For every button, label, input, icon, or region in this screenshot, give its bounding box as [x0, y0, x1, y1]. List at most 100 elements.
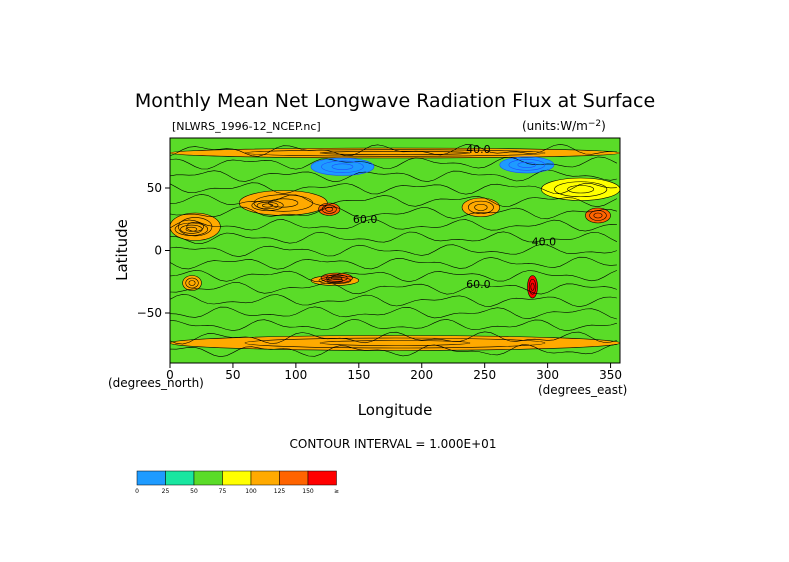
contour-line	[474, 203, 488, 211]
units-base: (units:W/m	[522, 119, 588, 133]
x-tick-label: 0	[166, 368, 174, 382]
x-tick-label: 200	[410, 368, 433, 382]
colorbar-swatch	[279, 470, 309, 486]
contour-line	[182, 275, 202, 291]
contour-region	[499, 156, 554, 173]
contour-line	[170, 206, 617, 220]
plot-area: 40.0 60.0 40.0 60.0	[170, 138, 620, 363]
contour-line	[461, 197, 501, 218]
colorbar-tick-label: 75	[219, 488, 227, 495]
contour-line	[170, 243, 617, 257]
contour-line	[188, 280, 196, 286]
contour-region	[318, 203, 340, 216]
y-tick-label: −50	[137, 306, 162, 320]
contour-line	[321, 160, 364, 173]
contour-region	[541, 178, 620, 201]
contour-line	[567, 185, 595, 194]
colorbar-tick-label: 125	[274, 488, 286, 495]
contour-line	[320, 272, 353, 284]
contour-label: 60.0	[353, 213, 378, 226]
contour-interval: CONTOUR INTERVAL = 1.000E+01	[290, 437, 497, 451]
contour-line	[508, 159, 546, 171]
contour-line	[244, 149, 546, 157]
contour-line	[170, 193, 618, 208]
colorbar-swatch	[193, 470, 223, 486]
contour-line	[499, 156, 555, 174]
contour-line	[170, 306, 617, 320]
colorbar: 0 25 50 75 100 125 150 ≥	[135, 470, 339, 495]
contour-line	[256, 201, 279, 210]
contour-line	[528, 278, 537, 295]
y-axis: 50 0 −50	[137, 181, 170, 320]
y-unit-label: (degrees_north)	[108, 376, 204, 390]
colorbar-swatch	[165, 470, 195, 486]
contour-line	[185, 277, 199, 289]
contour-line	[589, 210, 607, 221]
contour-line	[331, 276, 343, 280]
x-tick-label: 300	[536, 368, 559, 382]
contour-line	[331, 163, 354, 170]
contour-label: 40.0	[466, 143, 491, 156]
colorbar-tick-label: 0	[135, 488, 139, 495]
contour-region	[462, 198, 500, 217]
contour-line	[170, 156, 618, 170]
colorbar-swatch	[307, 470, 337, 486]
x-tick-label: 100	[284, 368, 307, 382]
x-unit-label: (degrees_east)	[538, 383, 627, 397]
contour-line	[244, 337, 546, 349]
colorbar-tick-label: 50	[190, 488, 198, 495]
chart-title: Monthly Mean Net Longwave Radiation Flux…	[135, 90, 655, 112]
x-axis: 0 50 100 150 200 250 300 350	[166, 363, 622, 382]
colorbar-swatch	[250, 470, 280, 486]
contour-line	[185, 226, 198, 232]
contour-line	[318, 202, 341, 216]
colorbar-swatch	[222, 470, 252, 486]
contour-line	[170, 256, 617, 270]
y-tick-label: 0	[154, 244, 162, 258]
units-close: )	[601, 119, 606, 133]
units-sup: −2	[588, 119, 601, 129]
contour-line	[170, 282, 617, 295]
contour-line	[468, 200, 494, 214]
contour-line	[170, 293, 617, 308]
contour-line	[310, 275, 360, 286]
contour-region	[182, 275, 202, 291]
contour-line	[170, 335, 620, 351]
y-tick-label: 50	[147, 181, 162, 195]
x-tick-label: 50	[225, 368, 240, 382]
contour-line	[251, 200, 284, 211]
contour-line	[527, 275, 538, 299]
contour-line	[585, 207, 611, 224]
x-tick-label: 150	[347, 368, 370, 382]
colorbar-tick-label: 100	[245, 488, 257, 495]
contour-line	[319, 151, 471, 155]
contour-line	[310, 157, 375, 176]
units-label: (units:W/m−2)	[522, 119, 606, 133]
contour-label: 40.0	[532, 236, 557, 249]
contour-line	[170, 269, 618, 283]
x-tick-label: 250	[473, 368, 496, 382]
contour-line	[170, 344, 617, 358]
contour-region	[310, 158, 374, 176]
contour-line	[319, 340, 471, 346]
colorbar-swatch	[136, 470, 166, 486]
contour-line	[186, 221, 204, 232]
contour-line	[554, 181, 608, 198]
contour-line	[530, 282, 535, 291]
x-axis-label: Longitude	[358, 401, 433, 419]
contour-line	[268, 198, 299, 208]
contour-line	[170, 182, 617, 195]
contour-region	[239, 190, 328, 216]
colorbar-tick-label: 25	[162, 488, 170, 495]
contour-line	[321, 204, 337, 214]
contour-line	[170, 218, 617, 232]
contour-line	[170, 231, 618, 245]
contour-line	[178, 217, 213, 237]
contour-line	[253, 194, 313, 212]
contour-line-layer	[170, 143, 620, 358]
contour-line	[170, 212, 221, 241]
x-tick-label: 350	[599, 368, 622, 382]
contour-line	[593, 212, 603, 219]
contour-region	[170, 213, 221, 241]
